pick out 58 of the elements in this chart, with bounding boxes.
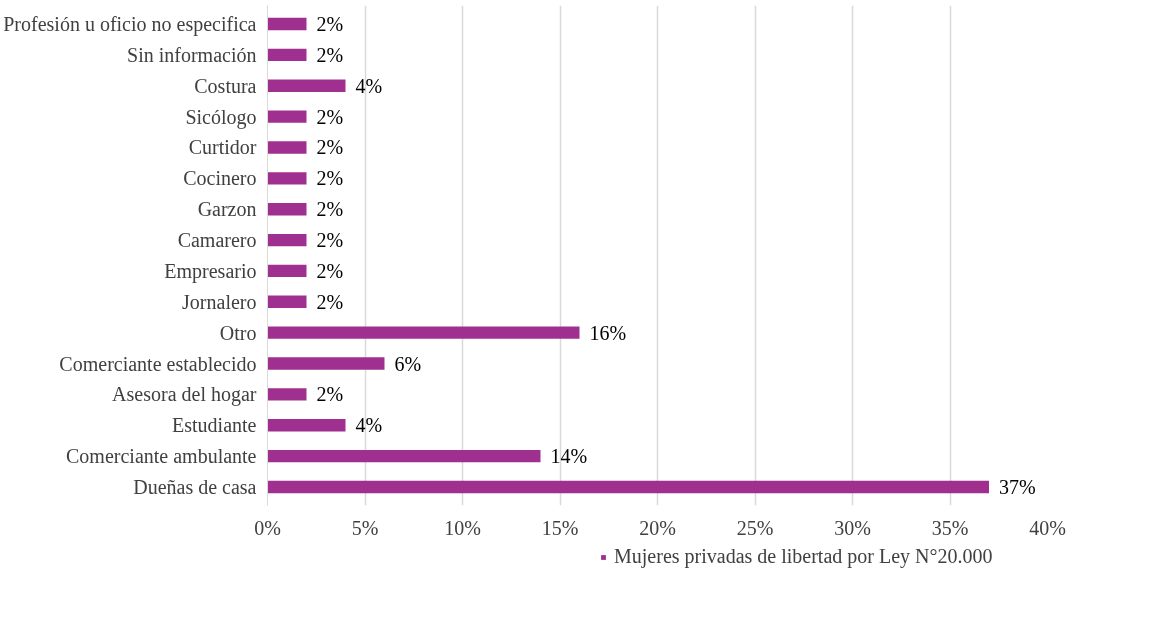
data-label: 16% (589, 321, 627, 344)
y-tick-label: Comerciante establecido (59, 352, 257, 375)
bar (267, 79, 346, 92)
data-label: 2% (316, 290, 344, 313)
y-tick-label: Dueñas de casa (133, 475, 257, 498)
y-tick-label: Otro (219, 321, 257, 344)
bar (267, 141, 307, 154)
data-label: 37% (999, 475, 1036, 498)
bar (267, 233, 307, 247)
data-label: 2% (316, 198, 344, 221)
bar (267, 480, 989, 494)
data-label: 2% (316, 229, 344, 252)
bar (267, 388, 307, 401)
bar (267, 17, 307, 31)
y-tick-label: Curtidor (188, 136, 257, 159)
y-tick-label: Garzon (197, 198, 257, 221)
bar (267, 295, 307, 308)
x-tick-label: 10% (444, 516, 481, 539)
x-tick-label: 20% (639, 516, 676, 539)
data-label: 2% (316, 105, 344, 128)
bar (267, 264, 307, 278)
bar (267, 419, 346, 432)
bar (267, 203, 307, 216)
x-tick-label: 30% (834, 516, 871, 539)
data-label: 2% (316, 13, 344, 36)
x-tick-label: 25% (736, 516, 774, 539)
x-tick-label: 35% (931, 516, 969, 539)
x-tick-label: 15% (541, 516, 579, 539)
data-label: 6% (394, 352, 422, 375)
data-label: 2% (316, 136, 344, 159)
y-tick-label: Camarero (177, 229, 257, 252)
y-tick-label: Jornalero (182, 290, 257, 313)
data-label: 14% (550, 445, 588, 468)
data-label: 2% (316, 259, 344, 282)
legend-label: Mujeres privadas de libertad por Ley N°20.000 (614, 545, 993, 568)
data-label: 2% (316, 43, 344, 66)
y-tick-label: Sicólogo (185, 105, 257, 129)
bar (267, 449, 541, 463)
y-tick-label: Costura (194, 74, 257, 97)
bar (267, 48, 307, 62)
y-tick-label: Asesora del hogar (112, 383, 257, 407)
y-tick-label: Cocinero (183, 167, 257, 190)
y-tick-label: Sin información (127, 43, 257, 66)
y-tick-label: Estudiante (172, 414, 257, 437)
bar (267, 357, 385, 370)
data-label: 2% (316, 383, 344, 406)
y-tick-label: Comerciante ambulante (66, 445, 257, 468)
y-tick-label: Profesión u oficio no especifica (3, 13, 257, 37)
bar (267, 172, 307, 185)
data-label: 4% (355, 414, 383, 437)
x-tick-label: 0% (254, 516, 281, 539)
data-label: 2% (316, 167, 344, 190)
data-label: 4% (355, 74, 383, 97)
bar (267, 326, 580, 339)
y-tick-label: Empresario (164, 259, 257, 283)
x-tick-label: 5% (351, 516, 379, 539)
x-tick-label: 40% (1029, 516, 1066, 539)
bar (267, 110, 307, 123)
